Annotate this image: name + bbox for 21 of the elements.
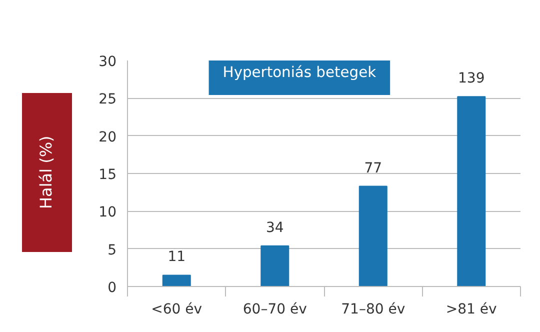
annotation: 77 <box>364 160 382 176</box>
y-tick-label: 0 <box>108 280 117 296</box>
chart-title: Hypertoniás betegek <box>222 64 377 82</box>
bar <box>358 186 388 286</box>
bar <box>260 245 290 286</box>
annotation: 139 <box>458 70 485 87</box>
annotation: 34 <box>266 220 284 236</box>
bar <box>162 274 191 286</box>
x-tick-label: <60 év <box>151 302 202 318</box>
annotation: 11 <box>168 249 186 266</box>
y-tick-label: 20 <box>98 129 117 146</box>
y-tick-label: 25 <box>98 92 117 108</box>
y-tick-label: 30 <box>98 54 117 70</box>
x-tick-label: 71–80 év <box>341 302 406 318</box>
y-tick-label: 10 <box>98 204 117 221</box>
y-tick-label: 5 <box>108 242 117 258</box>
x-tick-label: 60–70 év <box>242 302 307 318</box>
bar <box>457 96 486 286</box>
x-tick-label: >81 év <box>446 302 497 318</box>
y-axis-title: Halál (%) <box>36 136 57 210</box>
y-tick-label: 15 <box>98 167 117 183</box>
